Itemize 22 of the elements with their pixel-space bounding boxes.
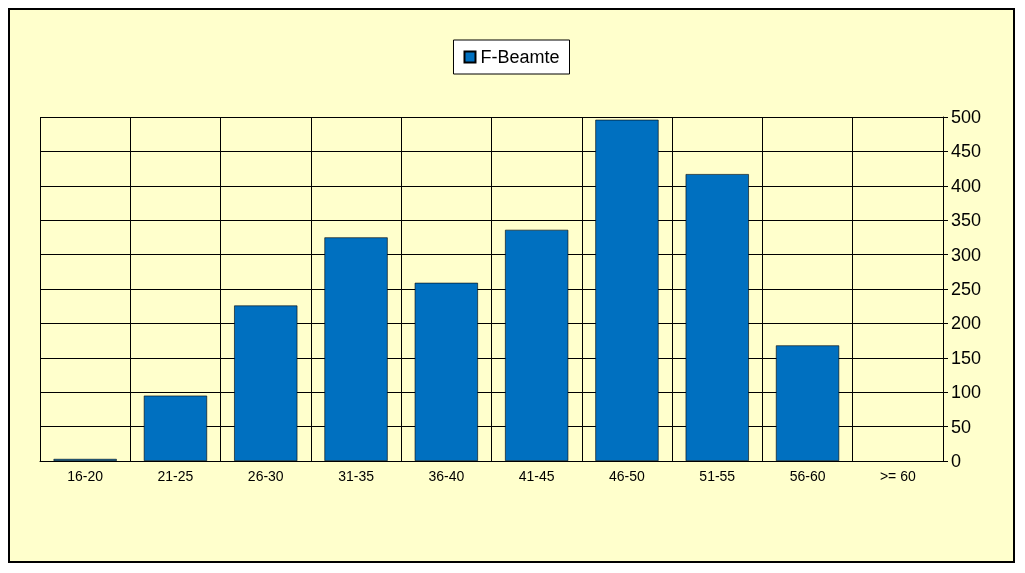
x-tick-label: 41-45 [518,468,555,484]
x-tick-label: 21-25 [157,468,194,484]
y-tick-label: 300 [951,244,982,265]
x-tick-label: 51-55 [699,468,736,484]
x-tick-label: 26-30 [247,468,284,484]
y-tick-label: 250 [951,279,982,299]
x-tick-label: 36-40 [428,468,465,484]
y-tick-label: 100 [951,382,982,403]
y-tick-label: 400 [951,175,982,196]
x-tick-label: >= 60 [879,468,916,484]
y-tick-label: 200 [951,313,982,334]
y-tick-label: 350 [951,210,982,231]
legend-label: F-Beamte [480,47,560,67]
x-tick-label: 56-60 [789,468,826,484]
y-tick-label: 500 [951,107,982,127]
x-tick-label: 16-20 [67,468,104,484]
y-tick-label: 0 [951,451,962,471]
x-tick-label: 46-50 [609,468,646,484]
y-tick-label: 50 [951,416,972,437]
y-tick-label: 150 [951,347,982,368]
y-tick-label: 450 [951,141,982,162]
x-tick-label: 31-35 [338,468,375,484]
